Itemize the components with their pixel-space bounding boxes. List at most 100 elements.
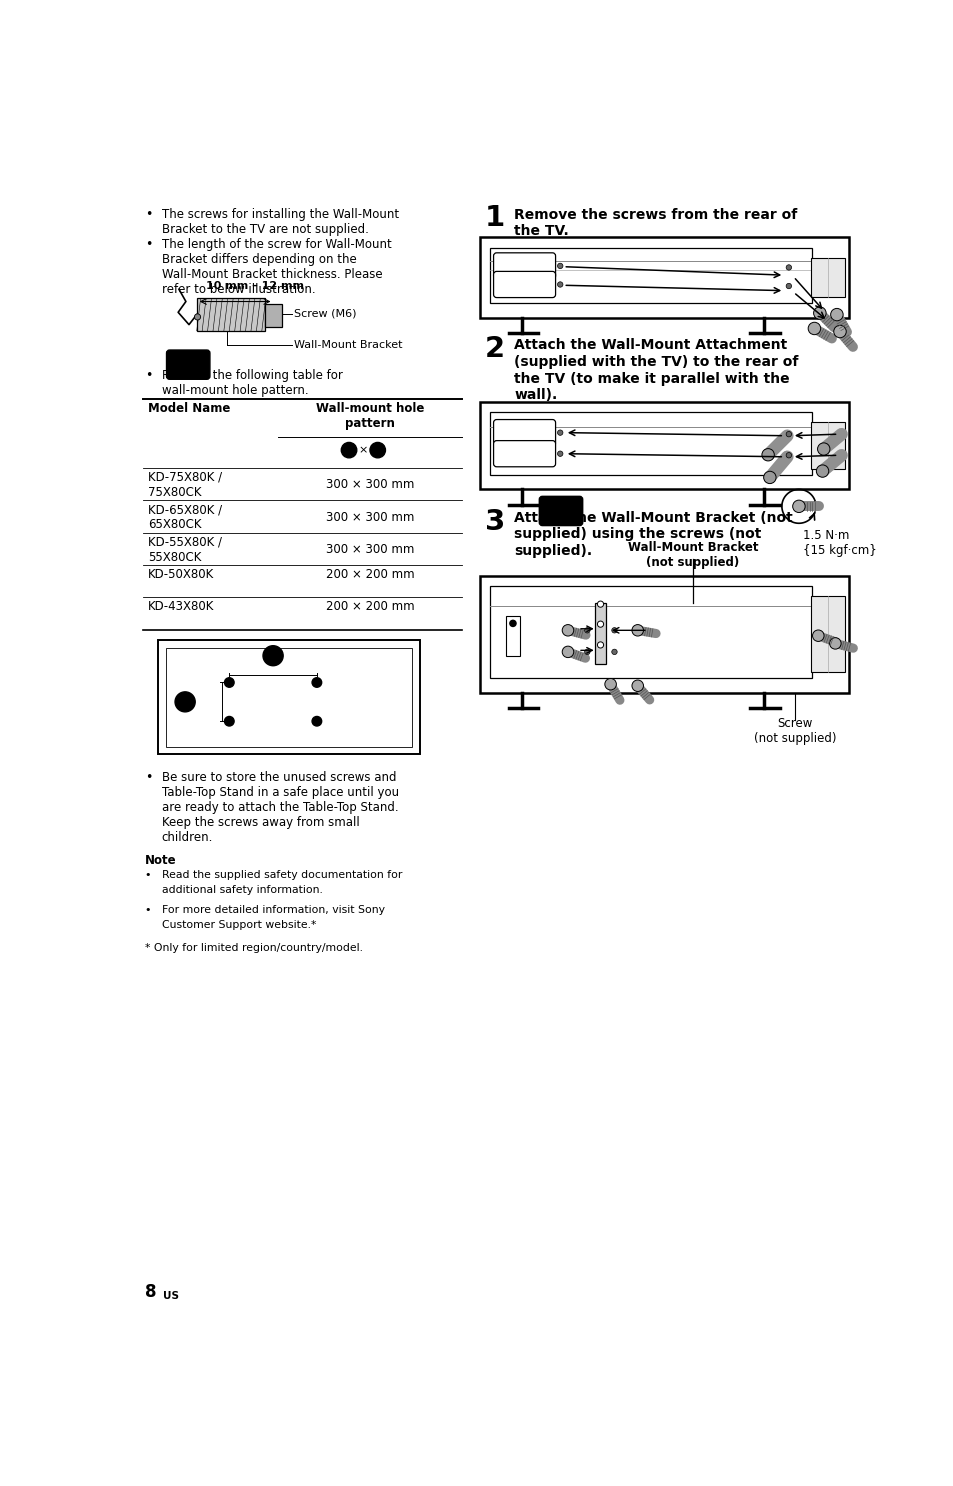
Circle shape [597,600,603,608]
Text: ②×2: ②×2 [504,447,532,461]
Circle shape [312,678,321,687]
Circle shape [557,429,562,435]
Circle shape [761,449,774,461]
Circle shape [785,265,791,270]
Bar [810,257,844,297]
Bar [490,587,811,678]
Bar [505,615,519,655]
Text: Wall-mount hole: Wall-mount hole [315,403,424,416]
Text: ②×2: ②×2 [504,278,532,291]
Text: Table-Top Stand in a safe place until you: Table-Top Stand in a safe place until yo… [162,786,398,799]
Text: •: • [145,905,152,915]
Text: Attach the Wall-Mount Bracket (not: Attach the Wall-Mount Bracket (not [514,511,792,525]
Bar [265,303,282,327]
Text: 75X80CK: 75X80CK [148,486,201,499]
Circle shape [792,501,804,513]
Circle shape [631,681,643,691]
Text: (not supplied): (not supplied) [753,733,836,746]
Text: 3: 3 [484,508,505,536]
Bar [479,236,848,318]
Text: Remove the screws from the rear of: Remove the screws from the rear of [514,208,797,221]
Text: The length of the screw for Wall-Mount: The length of the screw for Wall-Mount [162,238,392,251]
Text: Be sure to store the unused screws and: Be sure to store the unused screws and [162,771,395,785]
Text: 10 mm – 12 mm: 10 mm – 12 mm [206,281,304,291]
Text: are ready to attach the Table-Top Stand.: are ready to attach the Table-Top Stand. [162,801,398,814]
Text: KD-75X80K /: KD-75X80K / [148,471,222,484]
Circle shape [557,282,562,287]
Text: b: b [374,446,381,455]
Text: Note: Note [145,854,176,866]
Circle shape [817,443,829,455]
Text: Attach the Wall-Mount Attachment: Attach the Wall-Mount Attachment [514,339,787,352]
Text: 2: 2 [484,336,505,364]
Circle shape [816,465,828,477]
Text: wall).: wall). [514,388,558,403]
Circle shape [611,649,617,654]
Text: US: US [163,1291,179,1300]
Bar [479,575,848,692]
Circle shape [194,314,200,319]
Circle shape [584,627,590,633]
Text: 200 × 200 mm: 200 × 200 mm [325,600,414,614]
Circle shape [631,624,643,636]
Text: 1: 1 [484,205,505,232]
Text: pattern: pattern [345,418,395,431]
Bar [595,603,605,664]
Text: VS: VS [179,358,197,372]
Text: wall-mount hole pattern.: wall-mount hole pattern. [162,385,308,397]
Text: a: a [269,651,276,661]
Text: KD-43X80K: KD-43X80K [148,600,214,614]
Circle shape [597,621,603,627]
Text: children.: children. [162,831,213,844]
Circle shape [584,649,590,654]
Text: Refer to the following table for: Refer to the following table for [162,370,342,382]
Circle shape [830,309,842,321]
Text: Keep the screws away from small: Keep the screws away from small [162,816,359,829]
Circle shape [263,646,283,666]
FancyBboxPatch shape [493,441,555,467]
Circle shape [341,443,356,458]
Text: Screw: Screw [777,718,812,730]
Text: Read the supplied safety documentation for: Read the supplied safety documentation f… [162,871,402,880]
Text: supplied).: supplied). [514,544,592,557]
Text: ×: × [358,446,367,455]
Text: •: • [145,771,152,785]
Text: 300 × 300 mm: 300 × 300 mm [325,478,414,492]
Text: ①×2: ①×2 [504,260,532,272]
Bar [490,248,811,303]
Circle shape [604,679,616,690]
Text: Bracket differs depending on the: Bracket differs depending on the [162,254,356,266]
Text: VS: VS [551,504,570,517]
Text: 55X80CK: 55X80CK [148,551,201,563]
Text: Model Name: Model Name [148,403,230,416]
Text: •: • [145,208,152,220]
Circle shape [813,308,825,319]
Circle shape [557,452,562,456]
Text: 300 × 300 mm: 300 × 300 mm [325,511,414,523]
Text: (supplied with the TV) to the rear of: (supplied with the TV) to the rear of [514,355,798,369]
Circle shape [561,646,573,658]
Circle shape [829,637,841,649]
Circle shape [509,620,516,627]
FancyBboxPatch shape [493,419,555,446]
Text: KD-55X80K /: KD-55X80K / [148,535,222,548]
Circle shape [611,627,617,633]
Text: KD-65X80K /: KD-65X80K / [148,504,222,516]
Text: 1.5 N·m: 1.5 N·m [802,529,848,542]
Text: KD-50X80K: KD-50X80K [148,568,214,581]
Text: •: • [145,370,152,382]
Text: Screw (M6): Screw (M6) [294,309,356,319]
Text: For more detailed information, visit Sony: For more detailed information, visit Son… [162,905,384,915]
Bar [490,413,811,474]
Text: b: b [181,697,189,707]
Text: {15 kgf·cm}: {15 kgf·cm} [802,544,876,557]
Bar [810,596,844,672]
Circle shape [812,630,823,642]
Circle shape [762,471,775,483]
Text: Bracket to the TV are not supplied.: Bracket to the TV are not supplied. [162,223,369,236]
Text: The screws for installing the Wall-Mount: The screws for installing the Wall-Mount [162,208,398,220]
Bar [479,401,848,489]
Text: 65X80CK: 65X80CK [148,519,201,532]
Circle shape [785,431,791,437]
Text: Wall-Mount Bracket: Wall-Mount Bracket [627,541,758,554]
